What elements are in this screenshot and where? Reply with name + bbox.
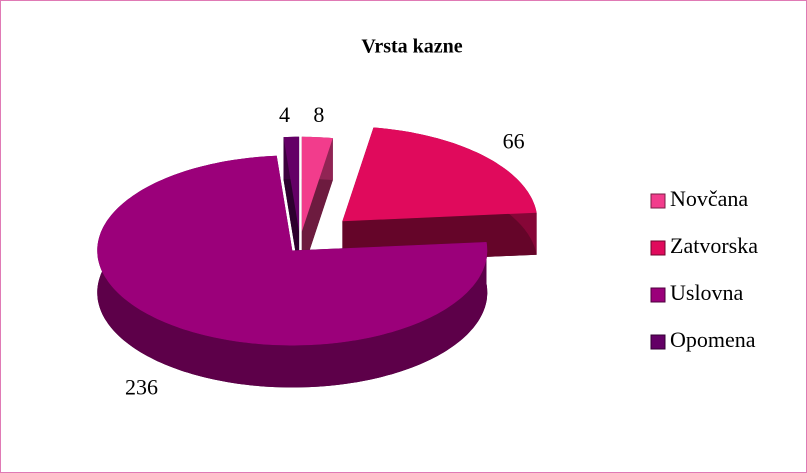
legend-swatch — [650, 240, 666, 256]
legend-label: Novčana — [670, 186, 748, 211]
data-label: 236 — [125, 375, 158, 400]
slice — [342, 127, 537, 222]
chart-title: Vrsta kazne — [361, 36, 462, 58]
slice — [97, 155, 488, 346]
legend-swatch — [650, 287, 666, 303]
legend-label: Uslovna — [670, 280, 744, 305]
slice — [301, 136, 333, 232]
data-label: 4 — [279, 102, 290, 127]
data-label: 8 — [313, 102, 324, 127]
data-label: 66 — [503, 129, 525, 154]
legend-swatch — [650, 334, 666, 350]
legend-swatch — [650, 193, 666, 209]
legend-label: Zatvorska — [670, 233, 758, 258]
slice — [283, 136, 300, 232]
legend-label: Opomena — [670, 327, 756, 352]
